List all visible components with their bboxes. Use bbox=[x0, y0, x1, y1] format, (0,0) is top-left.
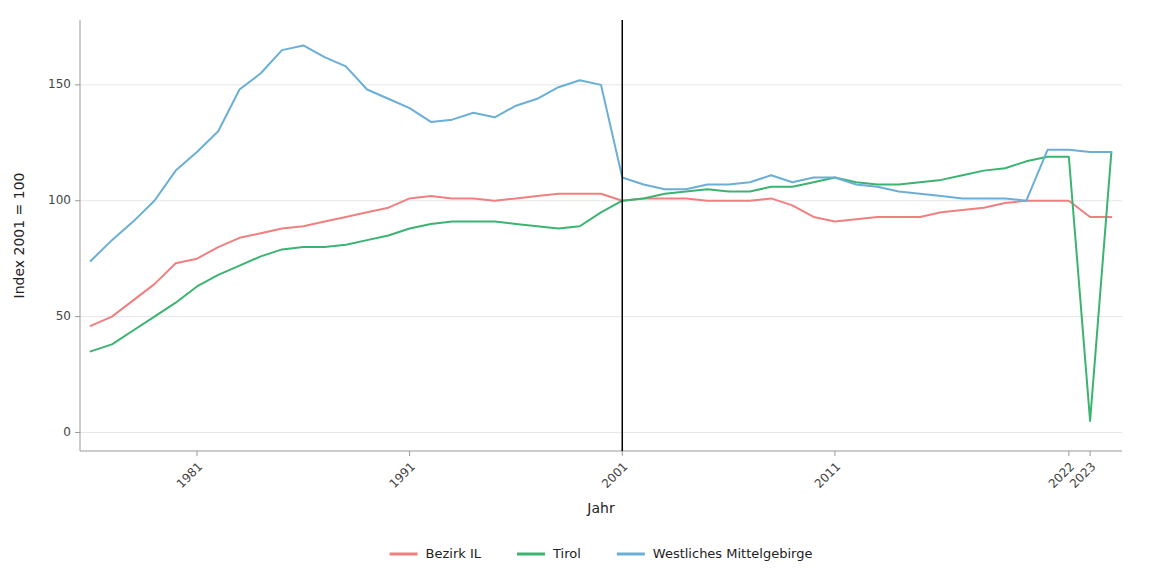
series-line bbox=[91, 45, 1112, 260]
reference-line bbox=[622, 20, 624, 451]
series-line bbox=[91, 152, 1112, 421]
x-axis-label: Jahr bbox=[586, 500, 615, 516]
y-axis-label: Index 2001 = 100 bbox=[11, 173, 27, 299]
legend-label: Bezirk IL bbox=[426, 546, 482, 561]
axes: 050100150198119912001201120222023 bbox=[48, 20, 1122, 491]
x-tick-label: 2001 bbox=[599, 459, 630, 490]
grid bbox=[80, 85, 1122, 433]
x-tick bbox=[834, 451, 835, 456]
y-tick bbox=[75, 84, 80, 85]
legend-swatch bbox=[617, 553, 645, 556]
legend-swatch bbox=[517, 553, 545, 556]
x-tick bbox=[409, 451, 410, 456]
y-tick-label: 0 bbox=[63, 425, 71, 439]
x-tick bbox=[1068, 451, 1069, 456]
x-tick bbox=[1090, 451, 1091, 456]
y-tick bbox=[75, 200, 80, 201]
chart: 050100150198119912001201120222023JahrInd… bbox=[0, 0, 1152, 576]
series-line bbox=[91, 194, 1112, 326]
y-tick bbox=[75, 432, 80, 433]
x-tick-label: 2023 bbox=[1067, 459, 1098, 490]
grid-line bbox=[80, 432, 1122, 433]
x-tick-label: 2011 bbox=[812, 459, 843, 490]
legend-swatch bbox=[390, 553, 418, 556]
y-tick-label: 100 bbox=[48, 193, 71, 207]
grid-line bbox=[80, 200, 1122, 201]
x-axis-line bbox=[80, 451, 1122, 452]
legend-item: Tirol bbox=[517, 546, 581, 561]
x-tick-label: 1991 bbox=[386, 459, 417, 490]
legend-label: Tirol bbox=[552, 546, 581, 561]
series-lines bbox=[91, 20, 1112, 451]
legend-item: Westliches Mittelgebirge bbox=[617, 546, 813, 561]
legend: Bezirk IL Tirol Westliches Mittelgebirge bbox=[390, 546, 813, 561]
legend-item: Bezirk IL bbox=[390, 546, 482, 561]
grid-line bbox=[80, 316, 1122, 317]
y-tick bbox=[75, 316, 80, 317]
y-tick-label: 150 bbox=[48, 77, 71, 91]
x-tick bbox=[196, 451, 197, 456]
legend-label: Westliches Mittelgebirge bbox=[653, 546, 813, 561]
y-tick-label: 50 bbox=[56, 309, 71, 323]
x-tick-label: 1981 bbox=[174, 459, 205, 490]
x-tick bbox=[622, 451, 623, 456]
